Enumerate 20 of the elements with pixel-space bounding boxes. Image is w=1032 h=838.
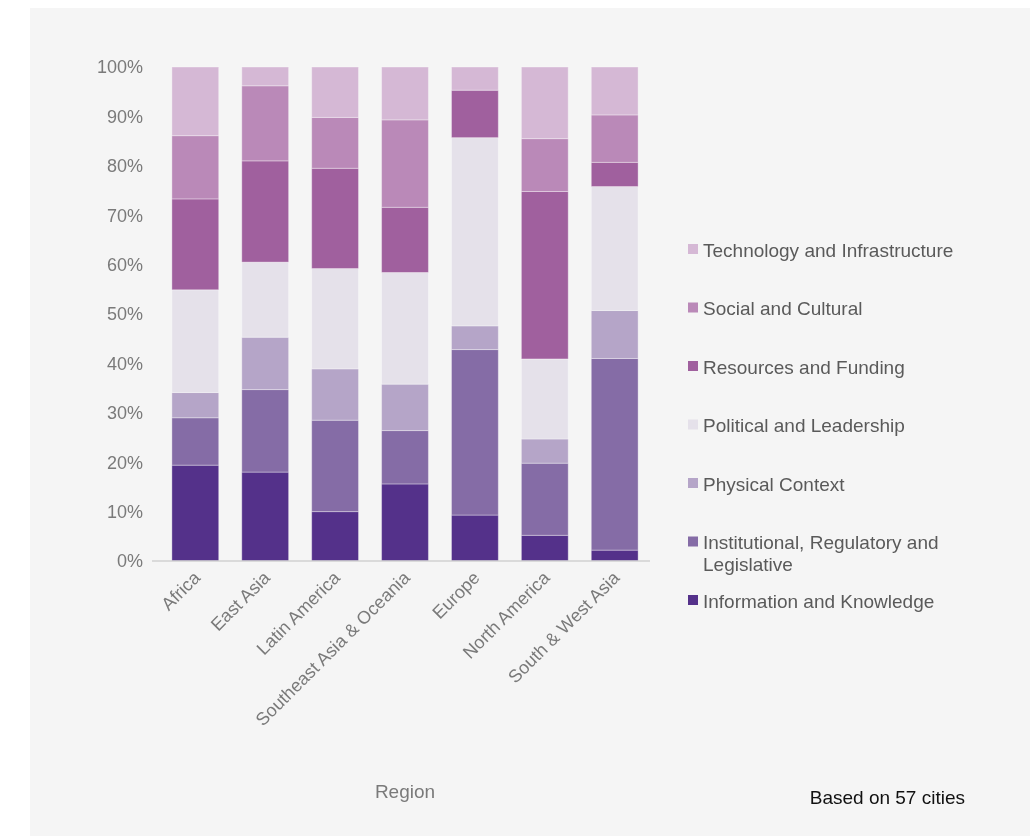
y-tick-label: 50% (106, 304, 143, 325)
legend-label: Resources and Funding (703, 356, 905, 378)
y-tick-label: 10% (106, 501, 143, 522)
y-tick-label: 30% (106, 403, 143, 424)
legend-label: Information and Knowledge (703, 590, 935, 612)
y-tick-label: 40% (106, 353, 143, 374)
y-tick-label: 100% (96, 57, 143, 78)
legend-label: Political and Leadership (703, 415, 905, 437)
y-tick-label: 20% (106, 452, 143, 473)
y-tick-label: 90% (106, 106, 143, 127)
legend-label: Technology and Infrastructure (703, 239, 954, 261)
y-tick-label: 0% (116, 551, 143, 572)
legend-label: Physical Context (703, 473, 846, 495)
legend-label: Institutional, Regulatory and Legislative (703, 532, 939, 576)
legend-label: Social and Cultural (703, 298, 863, 320)
y-tick-label: 70% (106, 205, 143, 226)
x-axis-title: Region (374, 781, 436, 802)
y-tick-label: 80% (106, 156, 143, 177)
y-tick-label: 60% (106, 254, 143, 275)
text: Based on 57 cities (809, 787, 965, 808)
